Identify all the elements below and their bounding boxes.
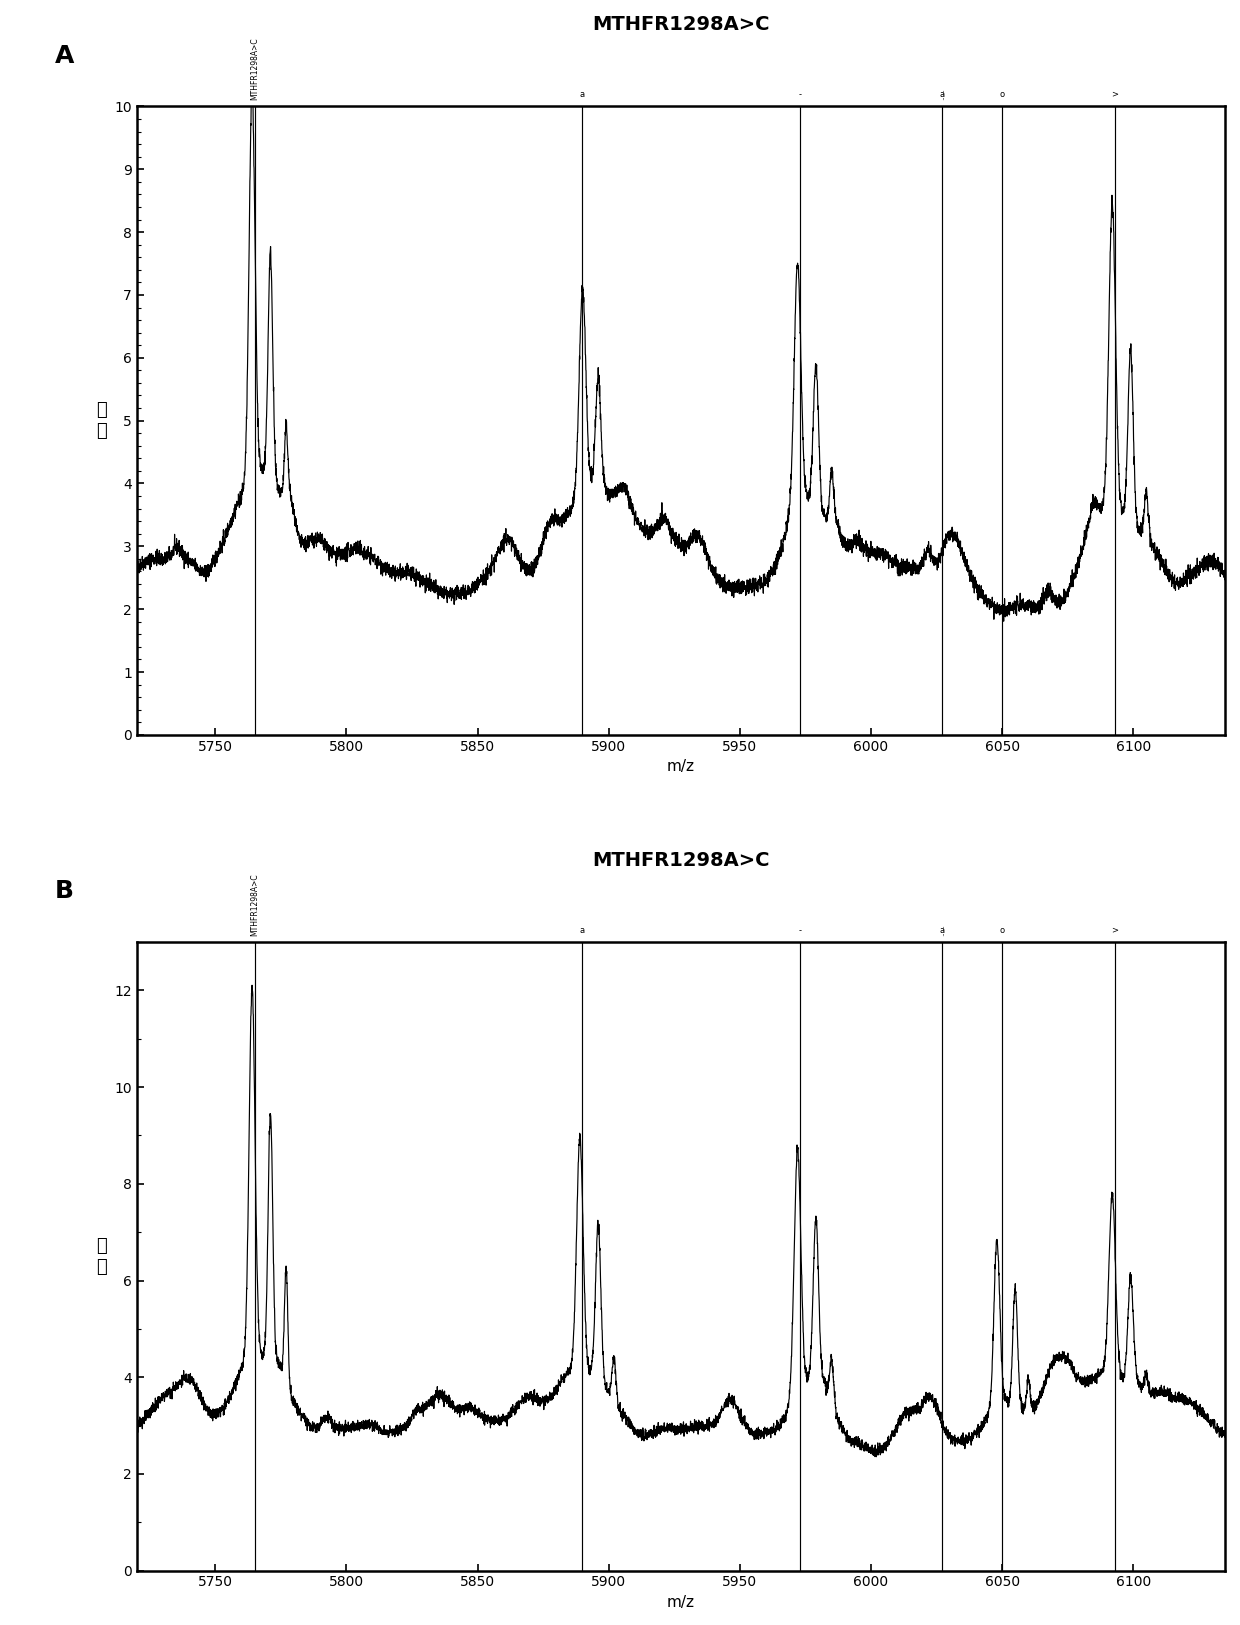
Title: MTHFR1298A>C: MTHFR1298A>C — [591, 852, 770, 869]
Text: .....: ..... — [937, 88, 946, 101]
Title: MTHFR1298A>C: MTHFR1298A>C — [591, 15, 770, 34]
Text: MTHFR1298A>C: MTHFR1298A>C — [250, 37, 259, 101]
Text: >: > — [1111, 89, 1118, 99]
Text: a: a — [580, 89, 585, 99]
Text: .....: ..... — [937, 925, 946, 936]
Text: o: o — [999, 89, 1004, 99]
Text: >: > — [1111, 926, 1118, 934]
Text: A: A — [55, 44, 74, 68]
X-axis label: m/z: m/z — [667, 1596, 694, 1610]
Y-axis label: 强
度: 强 度 — [97, 401, 107, 440]
Text: B: B — [55, 879, 74, 904]
Text: a: a — [939, 926, 945, 934]
Text: MTHFR1298A>C: MTHFR1298A>C — [250, 873, 259, 936]
Text: a: a — [580, 926, 585, 934]
Text: -: - — [799, 926, 801, 934]
Text: o: o — [999, 926, 1004, 934]
Text: a: a — [939, 89, 945, 99]
X-axis label: m/z: m/z — [667, 759, 694, 773]
Y-axis label: 强
度: 强 度 — [97, 1237, 107, 1276]
Text: -: - — [799, 89, 801, 99]
